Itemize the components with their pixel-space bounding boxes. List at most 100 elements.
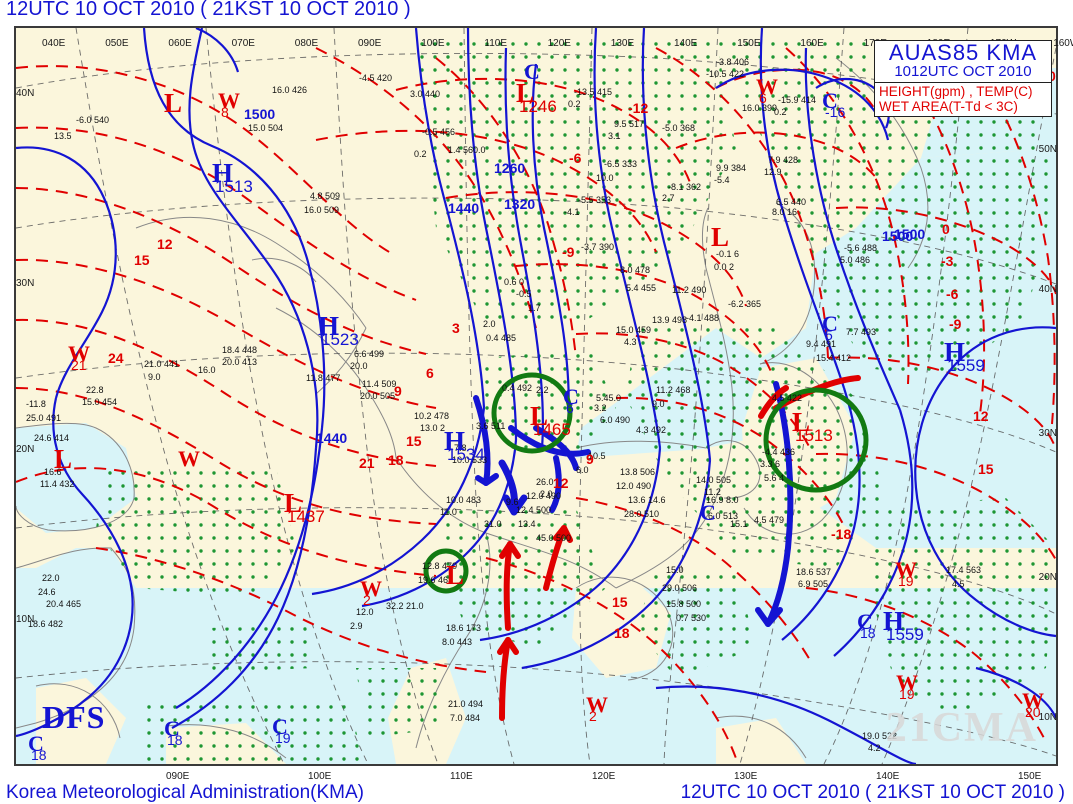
station-plot: 4.5: [952, 579, 965, 589]
axis-tick-top: 140E: [674, 38, 698, 49]
station-plot: 4.3 492: [636, 425, 667, 435]
legend-line-1: HEIGHT(gpm) , TEMP(C): [879, 84, 1033, 99]
station-plot: 9.4 491: [806, 339, 837, 349]
pressure-center: L: [164, 90, 182, 117]
station-plot: 7.9 428: [768, 155, 799, 165]
pressure-center: W 20: [1022, 690, 1044, 720]
contour-label: 15: [406, 433, 422, 449]
pressure-center-value: 6: [759, 90, 767, 106]
station-plot: 9.5 517: [614, 119, 645, 129]
station-plot: 29.0 506: [662, 583, 698, 593]
map-canvas[interactable]: 16.0 426 15.0 504 16.0 509 4.8 509 -6.0 540 1…: [16, 28, 1056, 764]
contour-label: -6: [946, 286, 959, 302]
station-plot: 3.2: [594, 403, 607, 413]
pressure-center-value: 1513: [795, 426, 833, 445]
station-plot: 1.4 560.0: [448, 145, 486, 155]
pressure-center: H 1523: [318, 311, 359, 349]
station-plot: 8.0 478: [620, 265, 651, 275]
station-plot: 0.2: [568, 99, 581, 109]
station-plot: -6.0 540: [76, 115, 110, 125]
pressure-center-value: 18: [860, 625, 876, 641]
axis-tick-bottom: 100E: [308, 771, 332, 782]
station-plot: 16.0: [198, 365, 216, 375]
contour-label: 1500: [244, 106, 276, 122]
footer-agency: Korea Meteorological Administration(KMA): [6, 782, 364, 803]
station-plot: 18.4 448: [222, 345, 258, 355]
pressure-center-value: 18: [31, 747, 47, 763]
station-plot: 12.4 500: [516, 505, 552, 515]
station-plot: 13.0 2: [420, 423, 446, 433]
pressure-center: W: [178, 448, 200, 470]
station-plot: 9.9 384: [716, 163, 747, 173]
pressure-center: C 18: [28, 733, 47, 763]
pressure-center-value: 19: [898, 573, 914, 589]
station-plot: 0.4 492: [502, 383, 533, 393]
station-plot: -15.9 414: [778, 95, 817, 105]
station-plot: -5.4: [714, 175, 730, 185]
axis-tick-top: 070E: [231, 38, 255, 49]
axis-tick-bottom: 130E: [734, 771, 758, 782]
station-plot: 4.5 422: [772, 393, 803, 403]
station-plot: -5.0 368: [662, 123, 696, 133]
pressure-center-symbol: W: [756, 74, 778, 99]
station-plot: -6.5 333: [604, 159, 638, 169]
legend-bottom: HEIGHT(gpm) , TEMP(C) WET AREA(T-Td < 3C…: [875, 83, 1051, 116]
station-plot: 16.0 399: [742, 103, 778, 113]
pressure-center-symbol: H: [318, 311, 340, 341]
station-plot: -11.8: [26, 399, 46, 409]
axis-tick-top: 090E: [358, 38, 382, 49]
station-plot: 12.9: [764, 167, 782, 177]
station-plot: 20.0: [350, 361, 368, 371]
pressure-center-symbol: L: [711, 222, 730, 252]
station-plot: 4.8 509: [310, 191, 341, 201]
station-plot: 12.0 490: [616, 481, 652, 491]
pressure-center-value: 1513: [215, 177, 253, 196]
pressure-center-value: 1437: [287, 507, 325, 526]
pressure-center: C -16: [822, 90, 845, 120]
pressure-center: H 1559: [883, 608, 924, 644]
station-plot: 21.0 494: [448, 699, 484, 709]
station-plot: 16.0 426: [272, 85, 308, 95]
station-plot: 0.6 0: [504, 277, 525, 287]
station-plot: 31.0: [484, 519, 502, 529]
pressure-center-value: 18: [167, 732, 183, 748]
map-container[interactable]: 16.0 426 15.0 504 16.0 509 4.8 509 -6.0 540 1…: [14, 26, 1073, 782]
axis-tick-bottom: 140E: [876, 771, 900, 782]
station-plot: 11.2 468: [656, 385, 691, 395]
station-plot: 11.4 509: [362, 379, 397, 389]
contour-label: -12: [628, 100, 649, 116]
pressure-center-value: 19: [275, 730, 291, 746]
pressure-center-value: 20: [1025, 704, 1041, 720]
station-plot: 15.8 500: [666, 599, 702, 609]
station-plot: 20.0 505: [360, 391, 396, 401]
station-plot: -4.4 436: [762, 447, 796, 457]
pressure-center-symbol: W: [218, 88, 240, 113]
pressure-center-value: 6: [566, 400, 574, 416]
station-plot: 15.0: [666, 565, 684, 575]
pressure-center-symbol: W: [178, 446, 200, 471]
station-plot: 15.1: [730, 519, 748, 529]
pressure-center-value: 8: [221, 104, 229, 120]
pressure-center-value: 1523: [321, 330, 359, 349]
contour-label: 0: [942, 221, 950, 237]
pressure-center: L 1246: [516, 78, 557, 116]
station-plot: 11.8 477: [306, 373, 341, 383]
station-plot: 26.0: [536, 477, 554, 487]
station-plot: -0.1 6: [716, 249, 740, 259]
contour-label: 1500: [894, 226, 926, 242]
station-plot: -4.1: [564, 207, 580, 217]
pressure-center: L 1465: [530, 401, 571, 439]
station-plot: 13.4: [518, 519, 536, 529]
station-plot: 18.6 482: [28, 619, 64, 629]
station-plot: -8.1 362: [668, 182, 702, 192]
axis-tick-top: 120E: [547, 38, 571, 49]
station-plot: 6.6 499: [354, 349, 385, 359]
pressure-center-symbol: L: [530, 401, 549, 431]
station-plot: 5.4 455: [626, 283, 657, 293]
axis-tick-top: 100E: [421, 38, 445, 49]
pressure-center-symbol: L: [516, 78, 535, 108]
